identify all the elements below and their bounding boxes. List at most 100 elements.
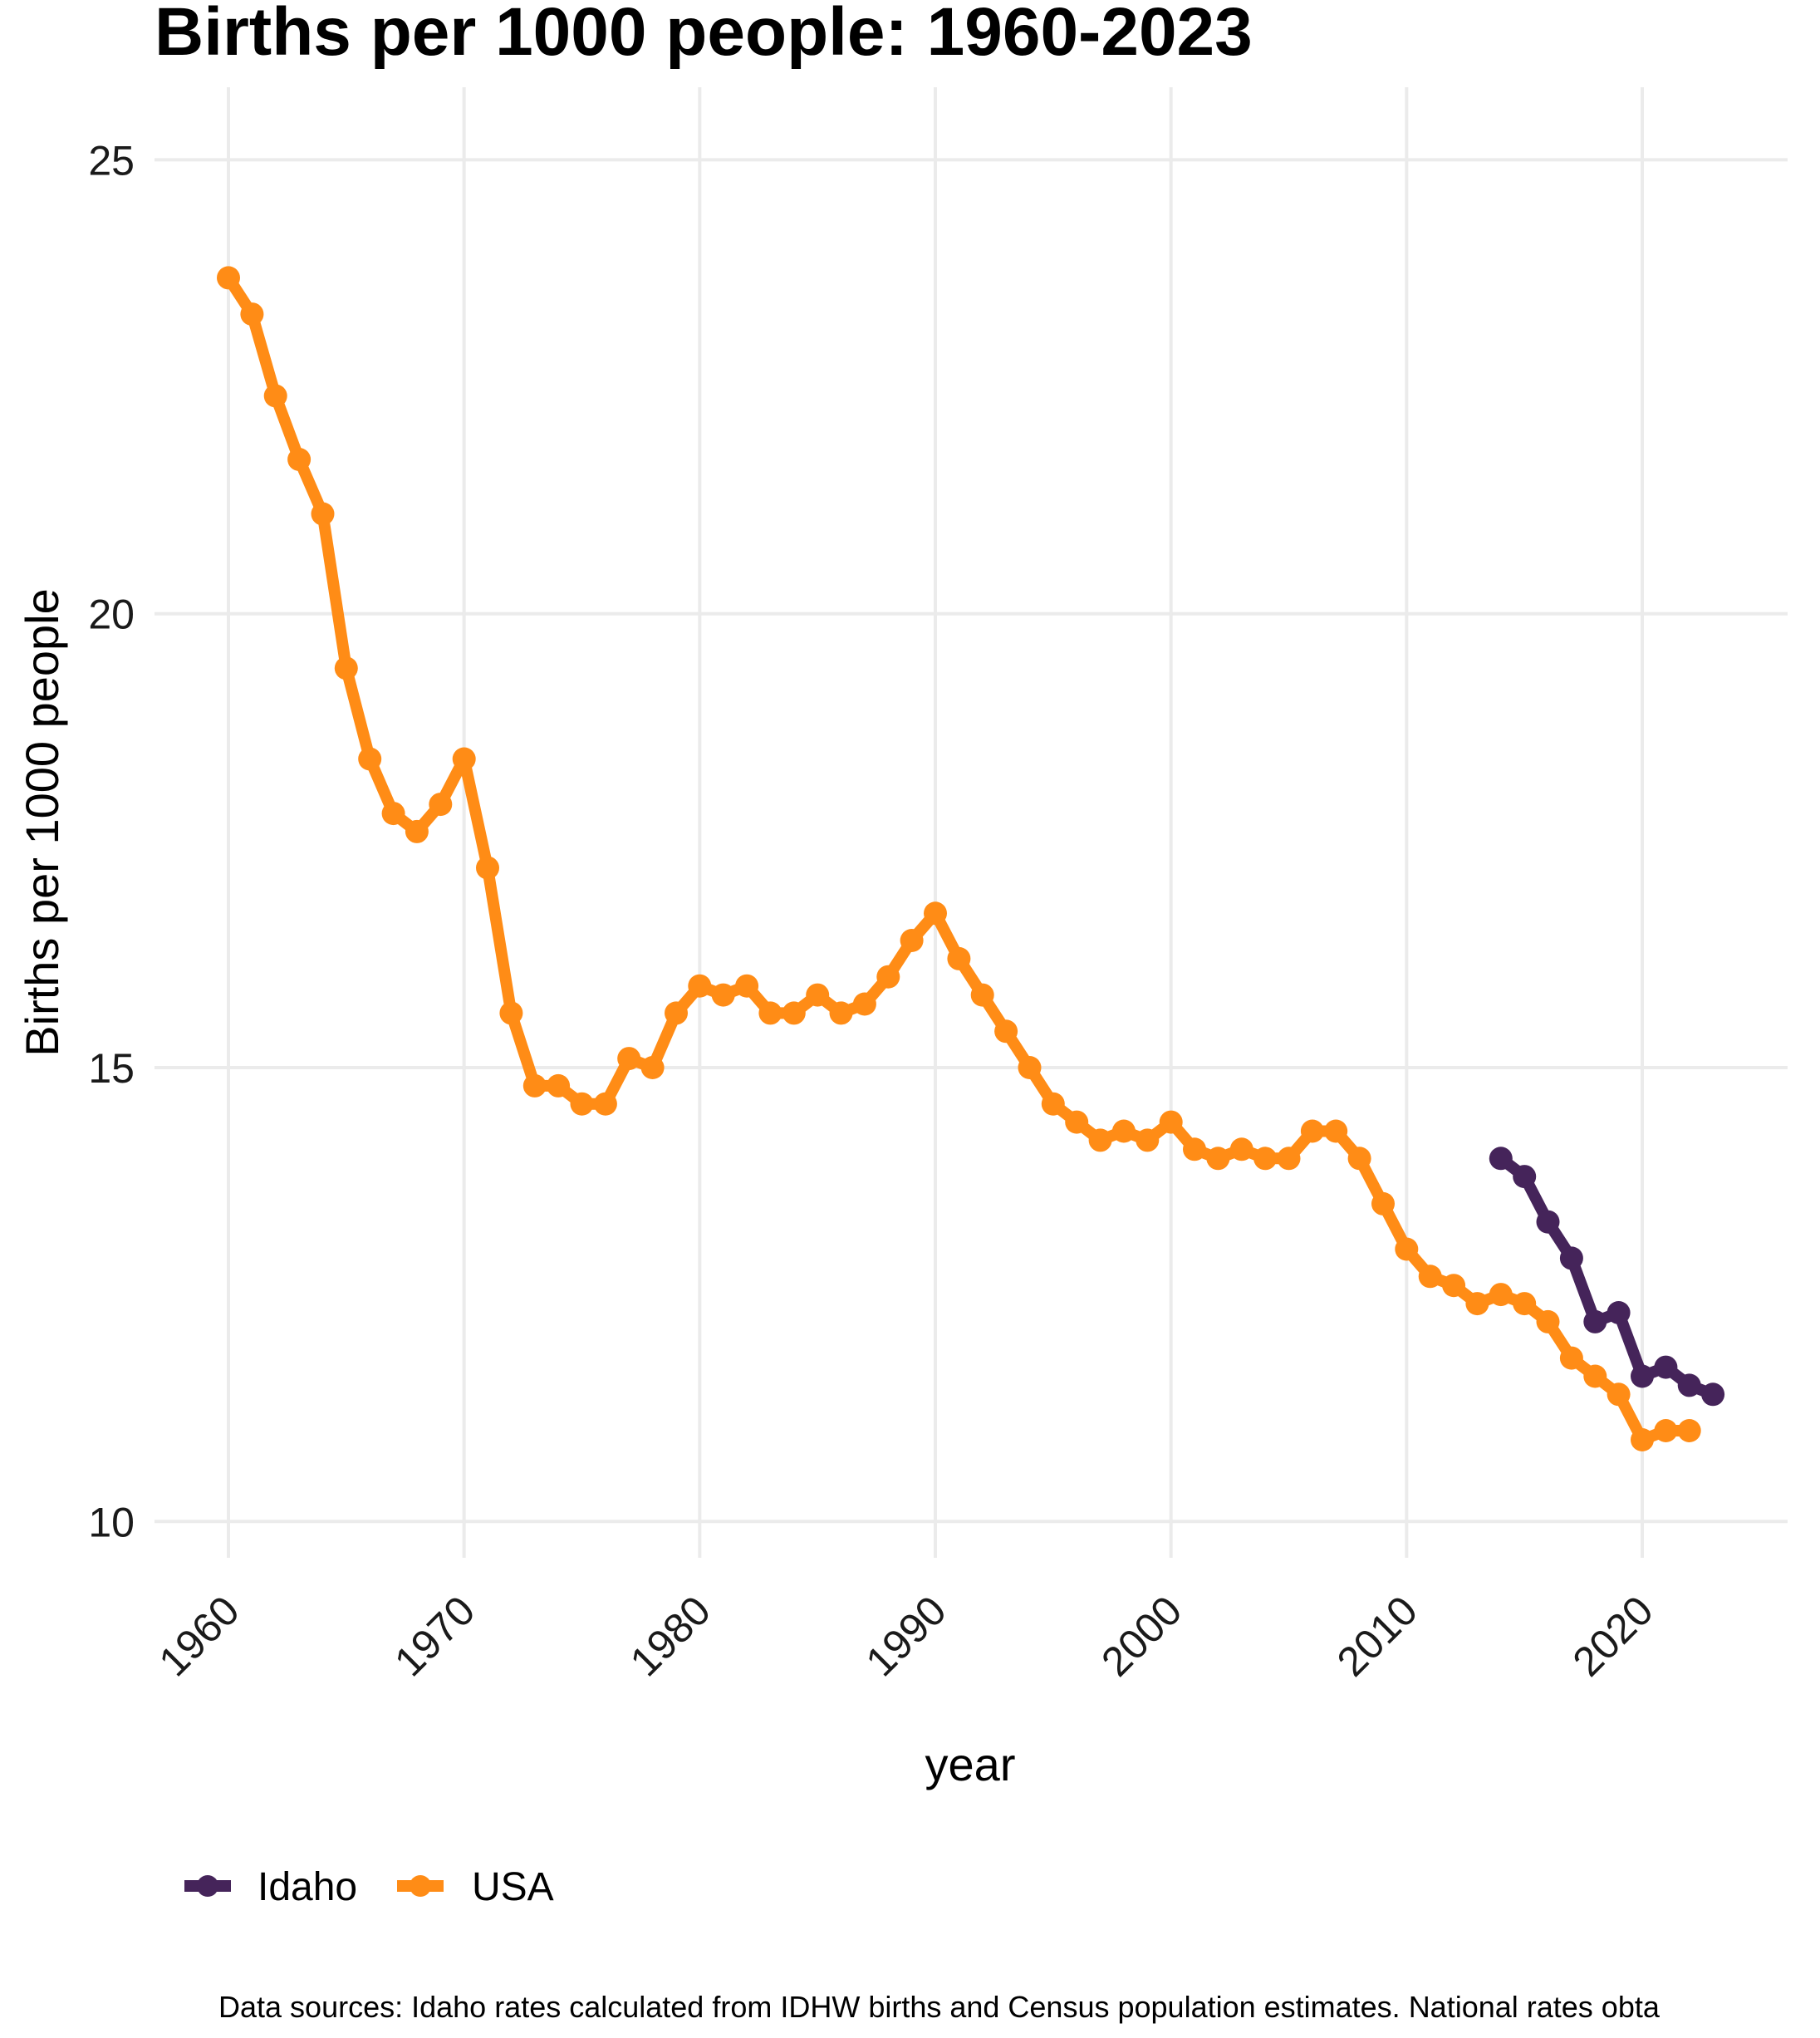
data-point-usa-2006 [1300, 1119, 1324, 1143]
legend-marker-idaho [197, 1875, 218, 1897]
data-point-idaho-2014 [1489, 1147, 1513, 1171]
data-point-usa-2011 [1418, 1265, 1442, 1289]
series-usa [217, 266, 1701, 1451]
data-point-usa-1996 [1065, 1110, 1089, 1134]
data-point-idaho-2022 [1677, 1373, 1701, 1397]
x-tick-label-1960: 1960 [150, 1587, 248, 1685]
data-point-usa-2015 [1513, 1292, 1537, 1316]
data-point-usa-1980 [688, 974, 712, 998]
data-point-usa-1999 [1136, 1128, 1160, 1152]
legend-label-idaho: Idaho [258, 1865, 357, 1909]
data-point-idaho-2023 [1701, 1382, 1725, 1407]
data-point-usa-2012 [1442, 1274, 1466, 1298]
data-point-usa-1963 [287, 448, 312, 471]
data-point-usa-2009 [1371, 1191, 1395, 1215]
data-point-usa-2007 [1324, 1119, 1348, 1143]
data-point-idaho-2017 [1559, 1246, 1583, 1270]
data-point-usa-1992 [970, 983, 994, 1007]
data-point-usa-1974 [547, 1073, 571, 1098]
data-point-usa-1978 [640, 1056, 665, 1079]
data-point-usa-1965 [334, 656, 358, 680]
data-point-usa-2019 [1607, 1382, 1631, 1407]
data-point-idaho-2015 [1513, 1165, 1537, 1189]
data-point-usa-2008 [1347, 1147, 1371, 1171]
data-point-usa-1960 [217, 266, 240, 290]
series-idaho [1489, 1147, 1725, 1407]
data-point-usa-2004 [1253, 1147, 1278, 1171]
data-point-idaho-2018 [1583, 1309, 1607, 1333]
data-point-idaho-2021 [1654, 1355, 1678, 1379]
data-point-usa-2002 [1206, 1147, 1230, 1171]
x-tick-label-1990: 1990 [857, 1587, 955, 1685]
data-point-usa-2001 [1183, 1137, 1206, 1161]
data-point-usa-1961 [240, 302, 264, 327]
legend-marker-usa [410, 1875, 431, 1897]
data-point-idaho-2020 [1631, 1364, 1654, 1388]
data-point-usa-2010 [1395, 1237, 1419, 1261]
data-point-usa-1986 [829, 1001, 853, 1025]
y-axis-title: Births per 1000 people [16, 588, 68, 1057]
data-point-usa-1988 [876, 965, 900, 989]
data-point-usa-1973 [522, 1073, 547, 1098]
series-layer [217, 266, 1725, 1451]
data-point-usa-1989 [900, 929, 924, 952]
data-source-caption: Data sources: Idaho rates calculated fro… [218, 1990, 1661, 2024]
data-point-usa-2013 [1465, 1292, 1489, 1316]
data-point-usa-1976 [593, 1092, 617, 1116]
data-point-usa-1993 [994, 1019, 1018, 1044]
data-point-usa-1987 [852, 992, 876, 1016]
data-point-usa-2014 [1489, 1283, 1513, 1307]
data-point-usa-2020 [1631, 1428, 1654, 1451]
data-point-usa-1998 [1111, 1119, 1136, 1143]
data-point-usa-1969 [429, 793, 453, 817]
data-point-usa-1968 [405, 819, 429, 843]
data-point-usa-1995 [1041, 1092, 1065, 1116]
data-point-usa-1970 [452, 747, 476, 771]
series-line-idaho [1494, 1152, 1719, 1401]
data-point-usa-1982 [735, 974, 759, 998]
data-point-usa-1983 [758, 1001, 782, 1025]
x-tick-label-2000: 2000 [1092, 1587, 1190, 1685]
data-point-usa-1977 [617, 1047, 641, 1071]
x-axis-ticks: 1960 1970 1980 1990 2000 2010 2020 [150, 1587, 1662, 1685]
data-point-usa-1967 [381, 802, 405, 826]
x-tick-label-1970: 1970 [385, 1587, 483, 1685]
x-tick-label-1980: 1980 [621, 1587, 719, 1685]
data-point-usa-1966 [358, 747, 382, 771]
y-tick-label-25: 25 [88, 137, 135, 184]
data-point-usa-1979 [665, 1001, 688, 1025]
data-point-usa-2005 [1277, 1147, 1301, 1171]
legend-label-usa: USA [472, 1865, 554, 1909]
x-axis-title: year [925, 1738, 1016, 1790]
data-point-usa-1990 [924, 901, 947, 926]
x-tick-label-2010: 2010 [1328, 1587, 1426, 1685]
y-tick-label-15: 15 [88, 1045, 135, 1092]
data-point-usa-2021 [1654, 1419, 1678, 1442]
data-point-usa-2000 [1159, 1110, 1183, 1134]
y-axis-ticks: 10 15 20 25 [88, 137, 135, 1545]
data-point-usa-1975 [570, 1092, 594, 1116]
data-point-usa-1972 [499, 1001, 523, 1025]
chart-title: Births per 1000 people: 1960-2023 [155, 0, 1253, 70]
data-point-usa-1985 [806, 983, 830, 1007]
data-point-usa-1981 [711, 983, 735, 1007]
data-point-idaho-2016 [1536, 1210, 1560, 1234]
legend-item-idaho[interactable]: Idaho [184, 1865, 357, 1909]
data-point-usa-2017 [1559, 1346, 1583, 1370]
series-line-usa [223, 272, 1695, 1446]
data-point-usa-2018 [1583, 1364, 1607, 1388]
data-point-usa-1984 [782, 1001, 806, 1025]
data-point-usa-1997 [1088, 1128, 1112, 1152]
grid [155, 87, 1788, 1558]
data-point-idaho-2019 [1607, 1301, 1631, 1324]
x-tick-label-2020: 2020 [1564, 1587, 1662, 1685]
data-point-usa-2022 [1677, 1419, 1701, 1442]
y-tick-label-20: 20 [88, 592, 135, 638]
legend-item-usa[interactable]: USA [397, 1865, 554, 1909]
data-point-usa-1962 [263, 384, 287, 408]
data-point-usa-1991 [947, 946, 971, 970]
legend[interactable]: Idaho USA [184, 1865, 554, 1909]
data-point-usa-1994 [1018, 1056, 1042, 1079]
data-point-usa-2016 [1536, 1309, 1560, 1333]
